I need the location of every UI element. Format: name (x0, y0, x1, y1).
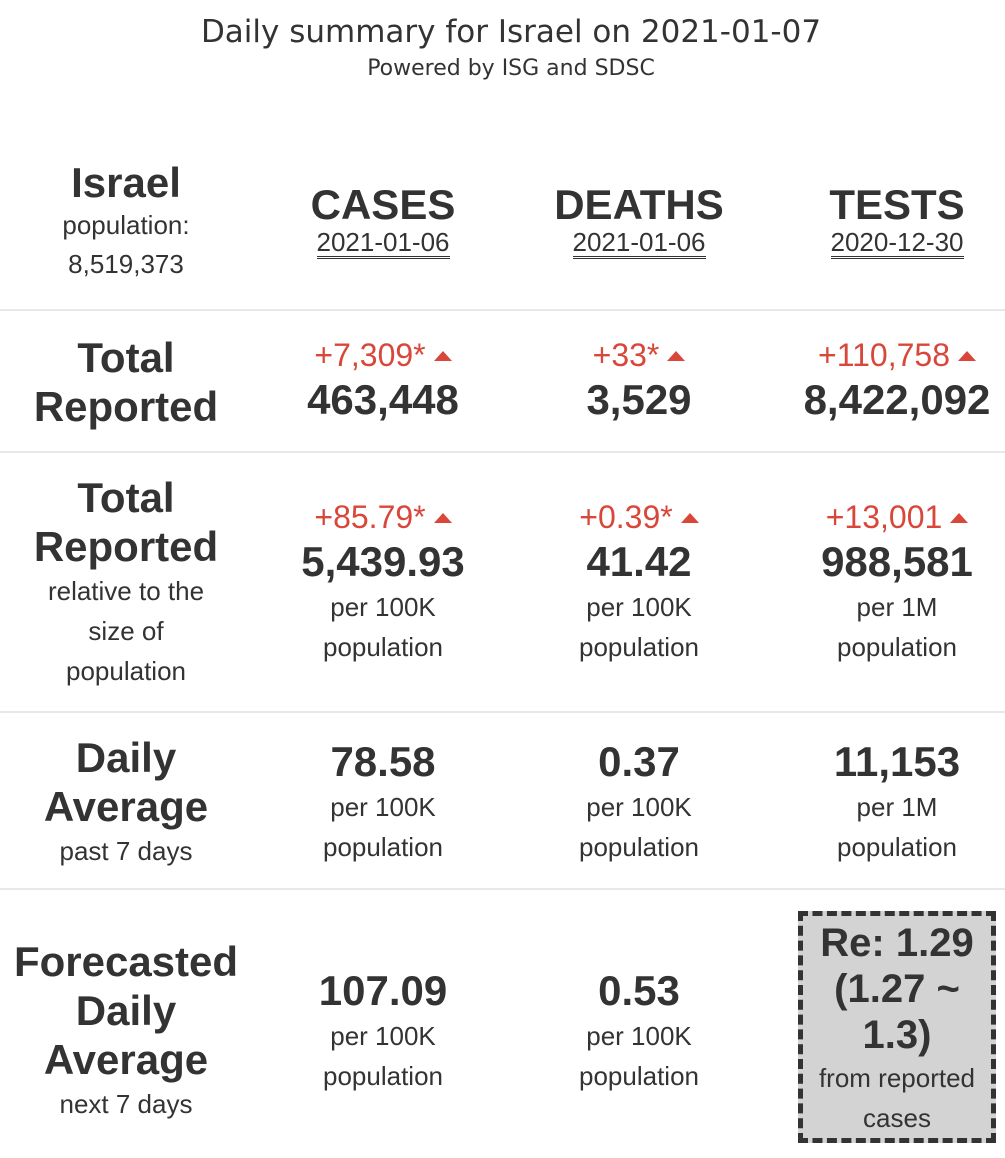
relative-value: 41.42 (586, 538, 692, 585)
column-header-deaths: DEATHS 2021-01-06 (511, 182, 767, 259)
triangle-up-icon (680, 512, 699, 523)
re-value: Re: 1.29 (820, 921, 974, 965)
row-label-line: Daily (75, 987, 177, 1034)
unit-label: population (323, 632, 443, 662)
column-name: CASES (310, 181, 456, 228)
column-date-link[interactable]: 2021-01-06 (316, 227, 450, 259)
column-date-link[interactable]: 2021-01-06 (572, 227, 706, 259)
row-label-line: Total (77, 474, 175, 521)
unit-label: per 100K (586, 592, 692, 622)
row-label-line: Average (43, 1036, 209, 1083)
triangle-up-icon (950, 512, 969, 523)
row-label-line: Total (77, 334, 175, 381)
forecast-cases-cell: 107.09 per 100K population (255, 966, 511, 1096)
delta-value: +7,309* (255, 335, 511, 375)
row-label-line: Forecasted (13, 938, 239, 985)
row-label-line: Reported (33, 523, 219, 570)
total-cases-cell: +7,309* 463,448 (255, 335, 511, 425)
forecast-deaths-cell: 0.53 per 100K population (511, 966, 767, 1096)
unit-label: per 100K (330, 792, 436, 822)
total-value: 8,422,092 (803, 376, 991, 423)
unit-label: per 100K (586, 1021, 692, 1051)
re-source: cases (863, 1103, 931, 1133)
total-deaths-cell: +33* 3,529 (511, 335, 767, 425)
forecast-row: Forecasted Daily Average next 7 days 107… (0, 890, 1005, 1158)
forecast-value: 107.09 (318, 967, 448, 1014)
row-label: Forecasted Daily Average next 7 days (0, 937, 252, 1124)
row-sublabel: population (66, 656, 186, 686)
relative-value: 5,439.93 (301, 538, 465, 585)
population-value: 8,519,373 (68, 249, 184, 279)
row-sublabel: past 7 days (59, 836, 193, 866)
triangle-up-icon (433, 350, 452, 361)
page-subtitle: Powered by ISG and SDSC (367, 56, 655, 81)
daily-cases-cell: 78.58 per 100K population (255, 737, 511, 867)
unit-label: per 1M (856, 592, 938, 622)
unit-label: per 1M (856, 792, 938, 822)
row-label: Total Reported relative to the size of p… (0, 473, 252, 691)
row-divider (0, 309, 1005, 311)
country-cell: Israel population: 8,519,373 (0, 160, 252, 284)
unit-label: population (837, 632, 957, 662)
row-sublabel: relative to the (47, 576, 205, 606)
total-value: 463,448 (307, 376, 459, 423)
unit-label: population (579, 632, 699, 662)
unit-label: per 100K (330, 592, 436, 622)
re-source: from reported (818, 1063, 976, 1093)
row-label-line: Average (43, 783, 209, 830)
population-label: population: (62, 210, 190, 240)
column-header-cases: CASES 2021-01-06 (255, 182, 511, 259)
total-tests-cell: +110,758 8,422,092 (767, 335, 1005, 425)
column-date-link[interactable]: 2020-12-30 (830, 227, 964, 259)
unit-label: population (323, 832, 443, 862)
row-label: Daily Average past 7 days (0, 733, 252, 871)
daily-deaths-cell: 0.37 per 100K population (511, 737, 767, 867)
column-header-tests: TESTS 2020-12-30 (767, 182, 1005, 259)
country-name: Israel (71, 159, 181, 206)
triangle-up-icon (667, 350, 686, 361)
daily-value: 78.58 (330, 738, 436, 785)
relative-row: Total Reported relative to the size of p… (0, 453, 1005, 711)
row-divider (0, 451, 1005, 453)
daily-tests-cell: 11,153 per 1M population (767, 737, 1005, 867)
re-range: (1.27 ~ (834, 967, 960, 1011)
unit-label: per 100K (586, 792, 692, 822)
delta-value: +13,001 (767, 497, 1005, 537)
row-divider (0, 888, 1005, 890)
total-reported-row: Total Reported +7,309* 463,448 +33* 3,52… (0, 311, 1005, 451)
total-value: 3,529 (586, 376, 692, 423)
daily-average-row: Daily Average past 7 days 78.58 per 100K… (0, 713, 1005, 888)
forecast-value: 0.53 (598, 967, 680, 1014)
row-sublabel: size of (88, 616, 164, 646)
unit-label: population (579, 1061, 699, 1091)
unit-label: population (837, 832, 957, 862)
delta-value: +85.79* (255, 497, 511, 537)
row-label-line: Daily (75, 734, 177, 781)
relative-tests-cell: +13,001 988,581 per 1M population (767, 497, 1005, 667)
row-label-line: Reported (33, 383, 219, 430)
row-divider (0, 711, 1005, 713)
row-sublabel: next 7 days (59, 1089, 193, 1119)
delta-value: +110,758 (767, 335, 1005, 375)
column-name: DEATHS (554, 181, 724, 228)
relative-deaths-cell: +0.39* 41.42 per 100K population (511, 497, 767, 667)
unit-label: per 100K (330, 1021, 436, 1051)
page-title: Daily summary for Israel on 2021-01-07 (200, 14, 822, 50)
triangle-up-icon (433, 512, 452, 523)
column-name: TESTS (829, 181, 965, 228)
delta-value: +0.39* (511, 497, 767, 537)
row-label: Total Reported (0, 333, 252, 431)
re-range: 1.3) (862, 1013, 932, 1057)
unit-label: population (323, 1061, 443, 1091)
delta-value: +33* (511, 335, 767, 375)
header-row: Israel population: 8,519,373 CASES 2021-… (0, 160, 1005, 310)
relative-value: 988,581 (821, 538, 973, 585)
unit-label: population (579, 832, 699, 862)
daily-value: 0.37 (598, 738, 680, 785)
triangle-up-icon (957, 350, 976, 361)
reproduction-number-box: Re: 1.29 (1.27 ~ 1.3) from reported case… (798, 911, 996, 1143)
relative-cases-cell: +85.79* 5,439.93 per 100K population (255, 497, 511, 667)
daily-value: 11,153 (833, 738, 961, 785)
